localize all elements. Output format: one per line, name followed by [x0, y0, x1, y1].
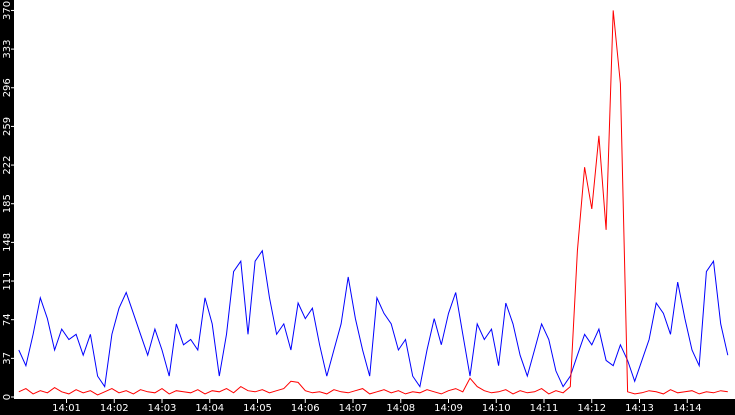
x-tick-label: 14:08	[386, 403, 415, 414]
y-axis-band	[0, 0, 14, 415]
y-tick-label: 0	[2, 394, 13, 400]
series-line	[18, 10, 728, 396]
x-axis-band	[0, 399, 735, 415]
y-tick-label: 37	[2, 352, 13, 365]
x-tick-label: 14:13	[625, 403, 654, 414]
x-tick-label: 14:14	[673, 403, 702, 414]
x-tick-label: 14:03	[148, 403, 177, 414]
x-tick-label: 14:05	[243, 403, 272, 414]
y-tick-label: 259	[2, 117, 13, 136]
y-tick-label: 296	[2, 78, 13, 97]
x-tick-label: 14:11	[530, 403, 559, 414]
x-tick-label: 14:06	[291, 403, 320, 414]
x-tick-label: 14:01	[52, 403, 81, 414]
x-tick-label: 14:04	[195, 403, 224, 414]
series-line	[18, 249, 729, 388]
x-tick-label: 14:09	[434, 403, 463, 414]
x-tick-label: 14:02	[100, 403, 129, 414]
y-tick-label: 185	[2, 194, 13, 213]
x-tick-label: 14:12	[577, 403, 606, 414]
y-tick-label: 222	[2, 156, 13, 175]
x-tick-label: 14:07	[339, 403, 368, 414]
y-tick-label: 148	[2, 233, 13, 252]
y-tick-label: 370	[2, 1, 13, 20]
y-tick-label: 333	[2, 40, 13, 59]
y-tick-label: 74	[2, 313, 13, 326]
y-tick-label: 111	[2, 271, 13, 290]
x-tick-label: 14:10	[482, 403, 511, 414]
